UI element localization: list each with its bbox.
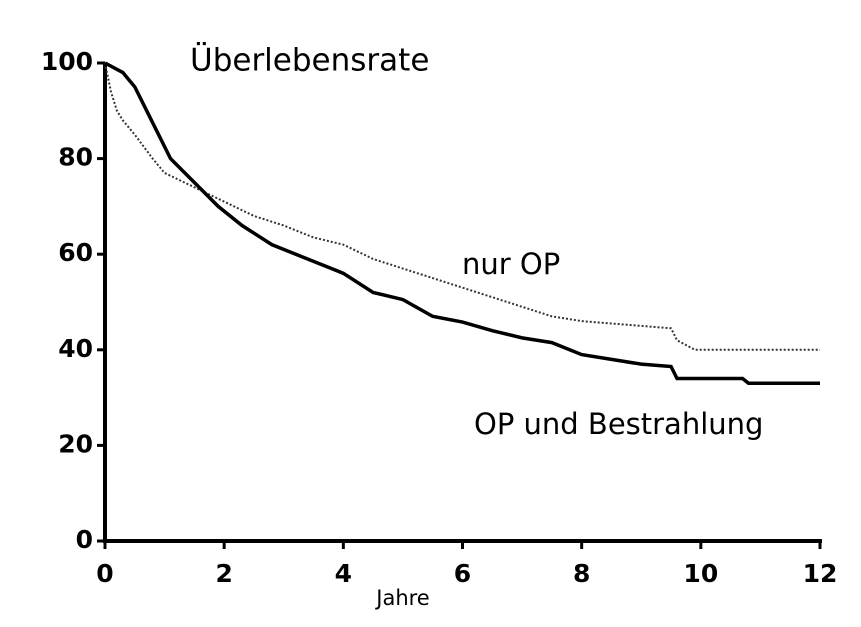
series-line <box>104 62 820 351</box>
series-line <box>104 61 820 386</box>
x-tick-label: 10 <box>683 559 718 588</box>
y-tick-label: 100 <box>41 47 93 76</box>
x-tick-label: 6 <box>454 559 471 588</box>
y-tick-label: 40 <box>58 334 93 363</box>
y-tick-label: 60 <box>58 238 93 267</box>
x-tick-label: 4 <box>335 559 352 588</box>
chart-title: Überlebensrate <box>190 42 429 79</box>
y-tick-label: 0 <box>76 525 93 554</box>
x-axis-label: Jahre <box>374 586 429 610</box>
y-tick-label: 80 <box>58 143 93 172</box>
x-tick-label: 0 <box>96 559 113 588</box>
x-tick-label: 2 <box>215 559 232 588</box>
x-tick-label: 12 <box>803 559 838 588</box>
series-label: OP und Bestrahlung <box>474 407 763 441</box>
x-tick-label: 8 <box>573 559 590 588</box>
series-label: nur OP <box>462 247 560 281</box>
y-tick-label: 20 <box>58 429 93 458</box>
